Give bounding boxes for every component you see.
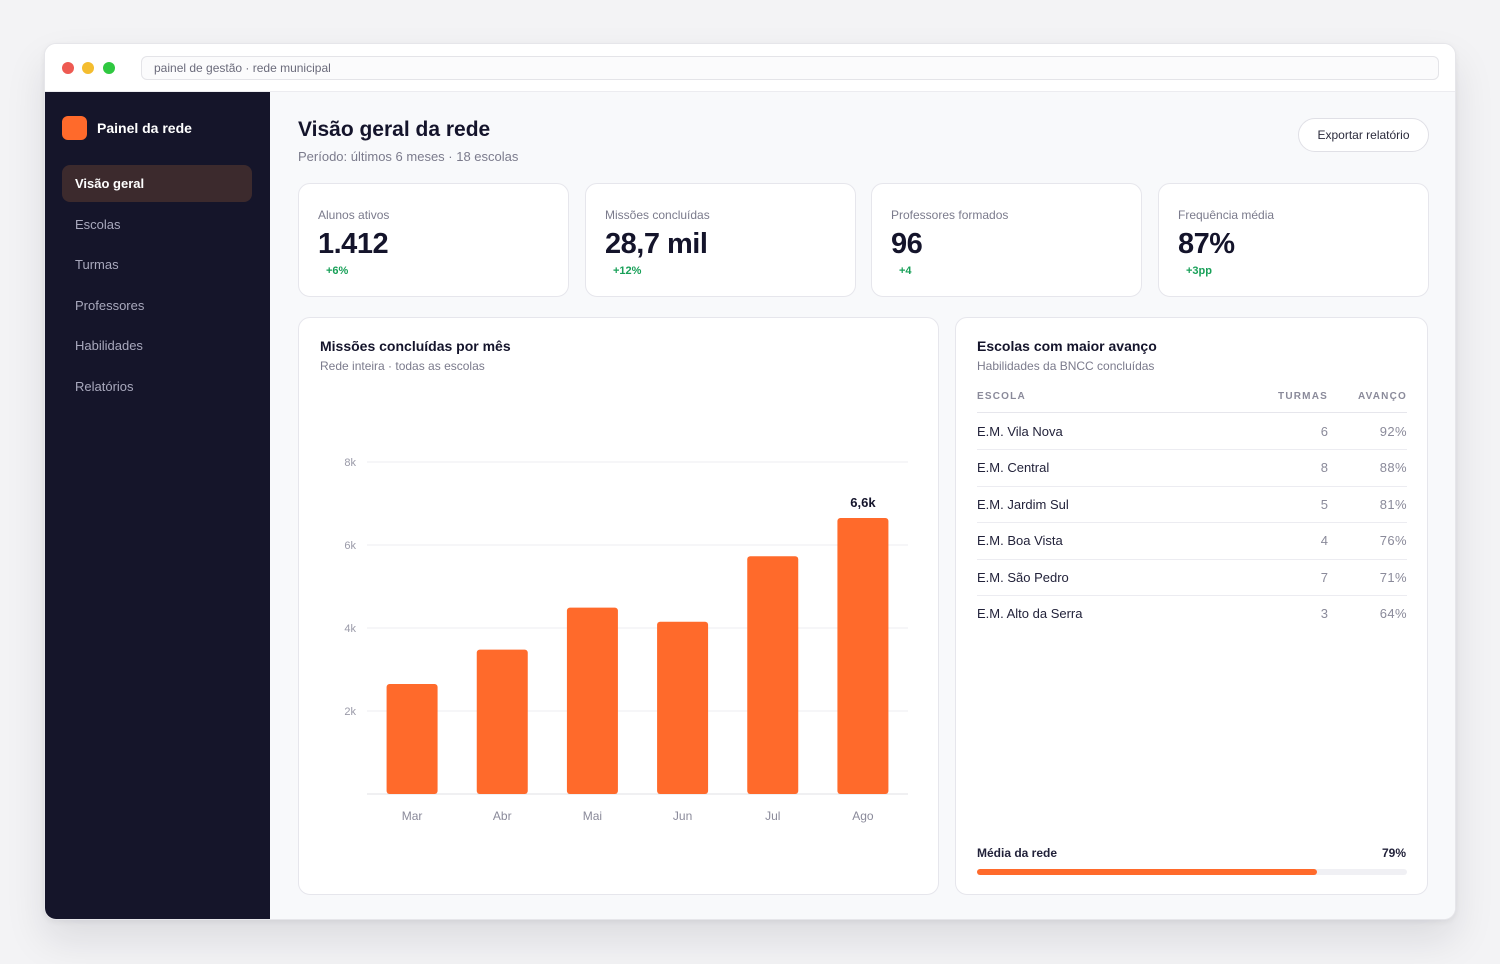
school-turmas: 3: [1320, 605, 1328, 621]
kpi-card-missoes: Missões concluídas 28,7 mil +12%: [585, 183, 856, 297]
school-name: E.M. Central: [977, 460, 1050, 476]
chart-card: Missões concluídas por mês Rede inteira …: [298, 317, 939, 895]
school-name: E.M. Jardim Sul: [977, 496, 1069, 512]
minimize-window-button[interactable]: [82, 62, 94, 74]
column-header-avanco[interactable]: AVANÇO: [1357, 391, 1407, 402]
export-report-button[interactable]: Exportar relatório: [1298, 118, 1429, 152]
school-turmas: 7: [1320, 569, 1328, 585]
page-subtitle: Período: últimos 6 meses · 18 escolas: [298, 149, 519, 164]
x-tick-label: Mar: [402, 809, 423, 823]
bar: [386, 684, 438, 794]
kpi-value: 1.412: [318, 228, 389, 260]
school-avanco: 71%: [1379, 569, 1407, 585]
school-avanco: 76%: [1379, 533, 1407, 549]
bar: [476, 649, 528, 794]
kpi-delta: +4: [899, 265, 912, 277]
school-turmas: 4: [1320, 533, 1328, 549]
network-average-progress: [977, 869, 1407, 875]
kpi-delta: +6%: [326, 265, 349, 277]
window-titlebar: painel de gestão · rede municipal: [45, 44, 1455, 92]
sidebar: Painel da rede Visão geral Escolas Turma…: [45, 92, 270, 919]
network-average-value: 79%: [1381, 846, 1406, 860]
table-row[interactable]: E.M. Boa Vista 4 76%: [977, 523, 1407, 560]
kpi-card-frequencia: Frequência média 87% +3pp: [1158, 183, 1429, 297]
kpi-card-alunos: Alunos ativos 1.412 +6%: [298, 183, 569, 297]
table-row[interactable]: E.M. Alto da Serra 3 64%: [977, 596, 1407, 632]
school-turmas: 8: [1320, 460, 1328, 476]
bar: [747, 556, 799, 794]
kpi-card-professores: Professores formados 96 +4: [871, 183, 1142, 297]
kpi-delta: +3pp: [1186, 265, 1212, 277]
kpi-value: 96: [891, 228, 923, 260]
school-avanco: 64%: [1379, 605, 1407, 621]
table-row[interactable]: E.M. São Pedro 7 71%: [977, 560, 1407, 596]
table-row[interactable]: E.M. Central 8 88%: [977, 450, 1407, 487]
brand-logo-icon: [62, 116, 87, 140]
sidebar-item-relatorios[interactable]: Relatórios: [75, 378, 134, 394]
column-header-escola[interactable]: ESCOLA: [977, 391, 1026, 402]
sidebar-item-habilidades[interactable]: Habilidades: [75, 338, 143, 354]
column-header-turmas[interactable]: TURMAS: [1278, 391, 1328, 402]
page-title: Visão geral da rede: [298, 118, 491, 141]
bar: [837, 518, 889, 794]
bar-chart: 2k 4k 6k 8k Mar Abr Mai Jun Jul Ago 6,6k: [344, 457, 908, 823]
schools-subtitle: Habilidades da BNCC concluídas: [977, 359, 1155, 373]
bar-data-label: 6,6k: [850, 495, 876, 510]
school-turmas: 5: [1320, 496, 1328, 512]
x-tick-label: Abr: [493, 809, 512, 823]
sidebar-item-visao-geral[interactable]: Visão geral: [62, 165, 252, 202]
sidebar-item-professores[interactable]: Professores: [75, 297, 145, 313]
x-tick-label: Ago: [852, 809, 874, 823]
schools-table-body: E.M. Vila Nova 6 92% E.M. Central 8 88% E.M. J…: [977, 414, 1407, 632]
school-turmas: 6: [1320, 424, 1328, 439]
network-average-progress-fill: [977, 869, 1317, 875]
chart-title: Missões concluídas por mês: [320, 338, 511, 354]
maximize-window-button[interactable]: [103, 62, 115, 74]
bar: [566, 607, 618, 794]
school-name: E.M. São Pedro: [977, 569, 1069, 585]
kpi-value: 87%: [1178, 228, 1235, 260]
chart-subtitle: Rede inteira · todas as escolas: [320, 359, 485, 373]
bar: [657, 621, 709, 794]
school-name: E.M. Alto da Serra: [977, 605, 1083, 621]
schools-title: Escolas com maior avanço: [977, 338, 1157, 354]
sidebar-item-escolas[interactable]: Escolas: [75, 216, 121, 232]
y-tick-label: 6k: [344, 540, 356, 552]
kpi-delta: +12%: [613, 265, 642, 277]
x-tick-label: Jun: [673, 809, 692, 823]
brand-name: Painel da rede: [97, 120, 192, 136]
kpi-label: Professores formados: [891, 208, 1009, 222]
kpi-label: Frequência média: [1178, 208, 1275, 222]
address-bar[interactable]: painel de gestão · rede municipal: [141, 56, 1439, 80]
kpi-label: Missões concluídas: [605, 208, 710, 222]
network-average-label: Média da rede: [977, 846, 1058, 860]
school-avanco: 81%: [1379, 496, 1407, 512]
table-row[interactable]: E.M. Vila Nova 6 92%: [977, 414, 1407, 451]
sidebar-item-turmas[interactable]: Turmas: [75, 257, 119, 273]
brand: Painel da rede: [62, 116, 192, 140]
main-content: Visão geral da rede Período: últimos 6 m…: [270, 92, 1455, 919]
close-window-button[interactable]: [62, 62, 74, 74]
x-tick-label: Jul: [765, 809, 780, 823]
school-avanco: 92%: [1379, 424, 1407, 439]
table-row[interactable]: E.M. Jardim Sul 5 81%: [977, 487, 1407, 524]
schools-card: Escolas com maior avanço Habilidades da …: [955, 317, 1428, 895]
y-tick-label: 4k: [344, 623, 356, 635]
app-window: painel de gestão · rede municipal Painel…: [44, 43, 1456, 920]
kpi-label: Alunos ativos: [318, 208, 390, 222]
schools-table-header: ESCOLA TURMAS AVANÇO: [977, 389, 1407, 413]
school-name: E.M. Vila Nova: [977, 424, 1063, 439]
school-avanco: 88%: [1379, 460, 1407, 476]
sidebar-nav: Visão geral Escolas Turmas Professores H…: [62, 165, 252, 409]
y-tick-label: 8k: [344, 457, 356, 469]
school-name: E.M. Boa Vista: [977, 533, 1063, 549]
y-tick-label: 2k: [344, 706, 356, 718]
kpi-value: 28,7 mil: [605, 228, 708, 260]
x-tick-label: Mai: [583, 809, 602, 823]
